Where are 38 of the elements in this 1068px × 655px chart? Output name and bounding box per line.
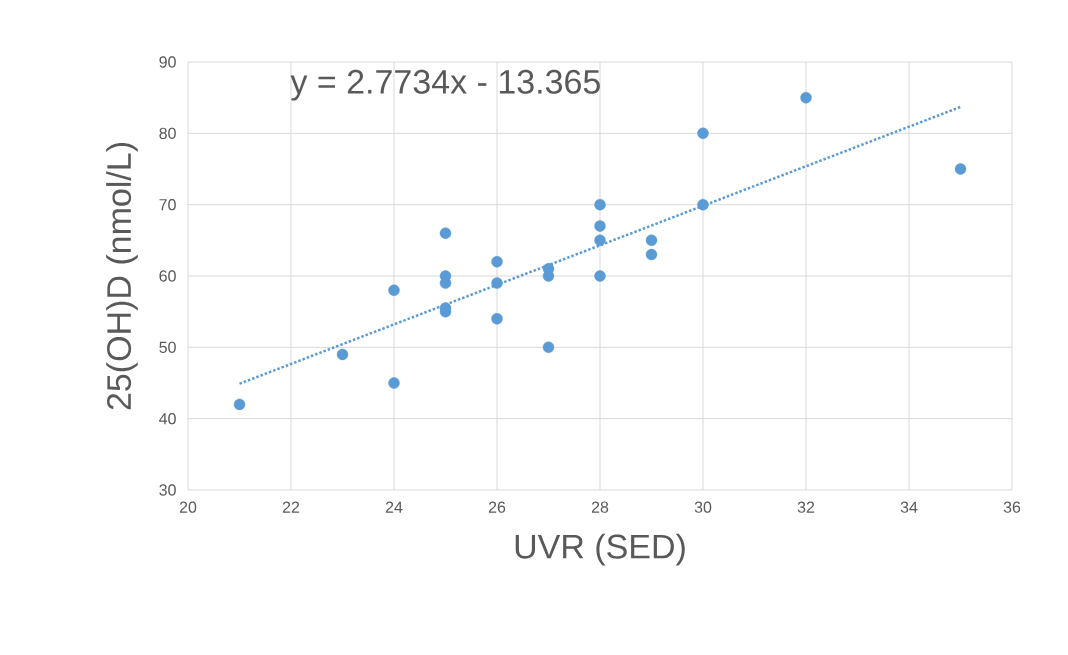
point <box>336 348 349 361</box>
point <box>594 220 606 232</box>
x-axis-title: UVR (SED) <box>515 533 685 566</box>
point <box>388 284 400 296</box>
point <box>697 127 709 140</box>
y-axis-title: 25(OH)D (nmol/L) <box>106 143 138 410</box>
y-tick-label: 50 <box>159 341 176 353</box>
x-tick-label: 32 <box>797 501 815 513</box>
point <box>388 377 400 389</box>
x-tick-label: 24 <box>385 501 403 513</box>
y-tick-label: 90 <box>159 56 176 68</box>
y-tick-label: 40 <box>159 412 176 425</box>
point <box>594 198 606 211</box>
y-tick-label: 30 <box>159 484 176 496</box>
x-tick-label: 20 <box>179 501 197 513</box>
point <box>645 234 658 247</box>
point <box>697 198 709 211</box>
point <box>800 91 812 104</box>
point <box>594 270 606 282</box>
x-tick-label: 30 <box>694 501 712 513</box>
x-tick-label: 22 <box>282 501 300 513</box>
point <box>491 277 503 289</box>
x-tick-label: 26 <box>488 501 506 513</box>
point <box>439 227 452 239</box>
point <box>491 256 503 268</box>
point <box>594 234 606 247</box>
x-tick-label: 36 <box>1003 501 1021 513</box>
y-tick-label: 60 <box>159 270 176 282</box>
y-tick-label: 70 <box>159 199 176 211</box>
point <box>233 398 246 411</box>
point <box>645 248 658 261</box>
x-tick-label: 28 <box>591 501 609 513</box>
point <box>954 163 967 175</box>
x-tick-label: 34 <box>900 501 918 513</box>
y-tick-label: 80 <box>159 127 176 139</box>
annotation: y = 2.7734x - 13.365 <box>290 69 600 101</box>
point <box>542 341 555 354</box>
point <box>491 313 503 325</box>
